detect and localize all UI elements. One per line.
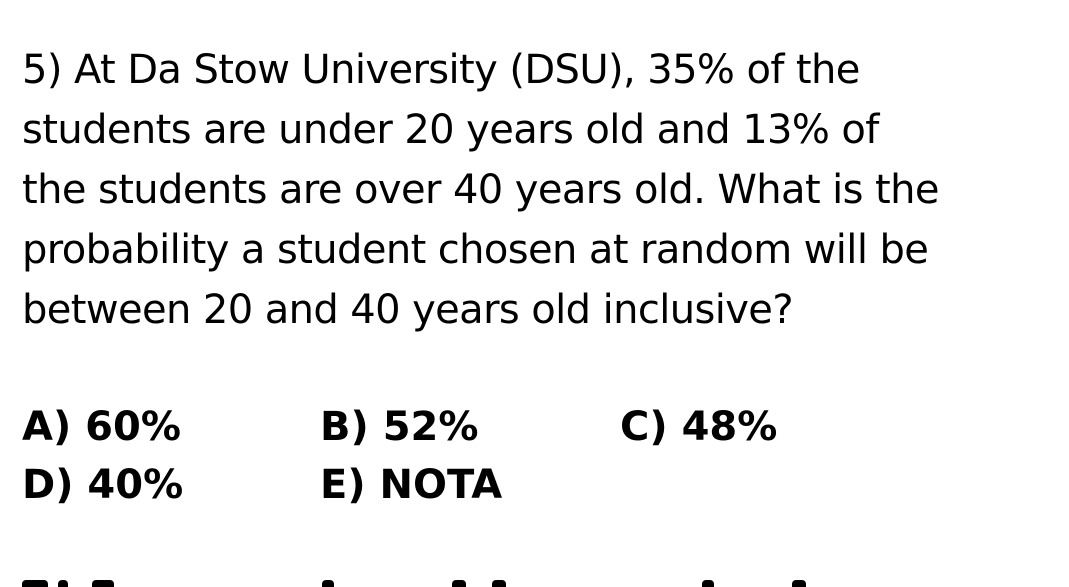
cutoff-glyph — [58, 580, 68, 587]
cutoff-glyph — [452, 580, 466, 587]
choice-b: B) 52% — [320, 404, 479, 450]
cutoff-glyph — [492, 580, 506, 587]
choice-row-2: D) 40% E) NOTA — [22, 456, 1052, 514]
question-text: 5) At Da Stow University (DSU), 35% of t… — [22, 40, 1052, 340]
choice-a: A) 60% — [22, 404, 181, 450]
question-line-5: between 20 and 40 years old inclusive? — [22, 287, 794, 333]
cutoff-glyph — [92, 580, 114, 587]
answer-choices: A) 60% B) 52% C) 48% D) 40% E) NOTA — [22, 398, 1052, 514]
cutoff-glyph — [22, 580, 48, 587]
choice-e: E) NOTA — [320, 462, 503, 508]
choice-row-1: A) 60% B) 52% C) 48% — [22, 398, 1052, 456]
choice-d: D) 40% — [22, 462, 184, 508]
question-line-2: students are under 20 years old and 13% … — [22, 107, 879, 153]
question-line-1: 5) At Da Stow University (DSU), 35% of t… — [22, 47, 860, 93]
cutoff-glyph — [792, 580, 806, 587]
question-line-4: probability a student chosen at random w… — [22, 227, 929, 273]
cutoff-glyph — [702, 580, 714, 587]
choice-c: C) 48% — [620, 404, 778, 450]
cutoff-next-line — [22, 572, 822, 587]
cutoff-glyph — [322, 580, 334, 587]
question-line-3: the students are over 40 years old. What… — [22, 167, 939, 213]
